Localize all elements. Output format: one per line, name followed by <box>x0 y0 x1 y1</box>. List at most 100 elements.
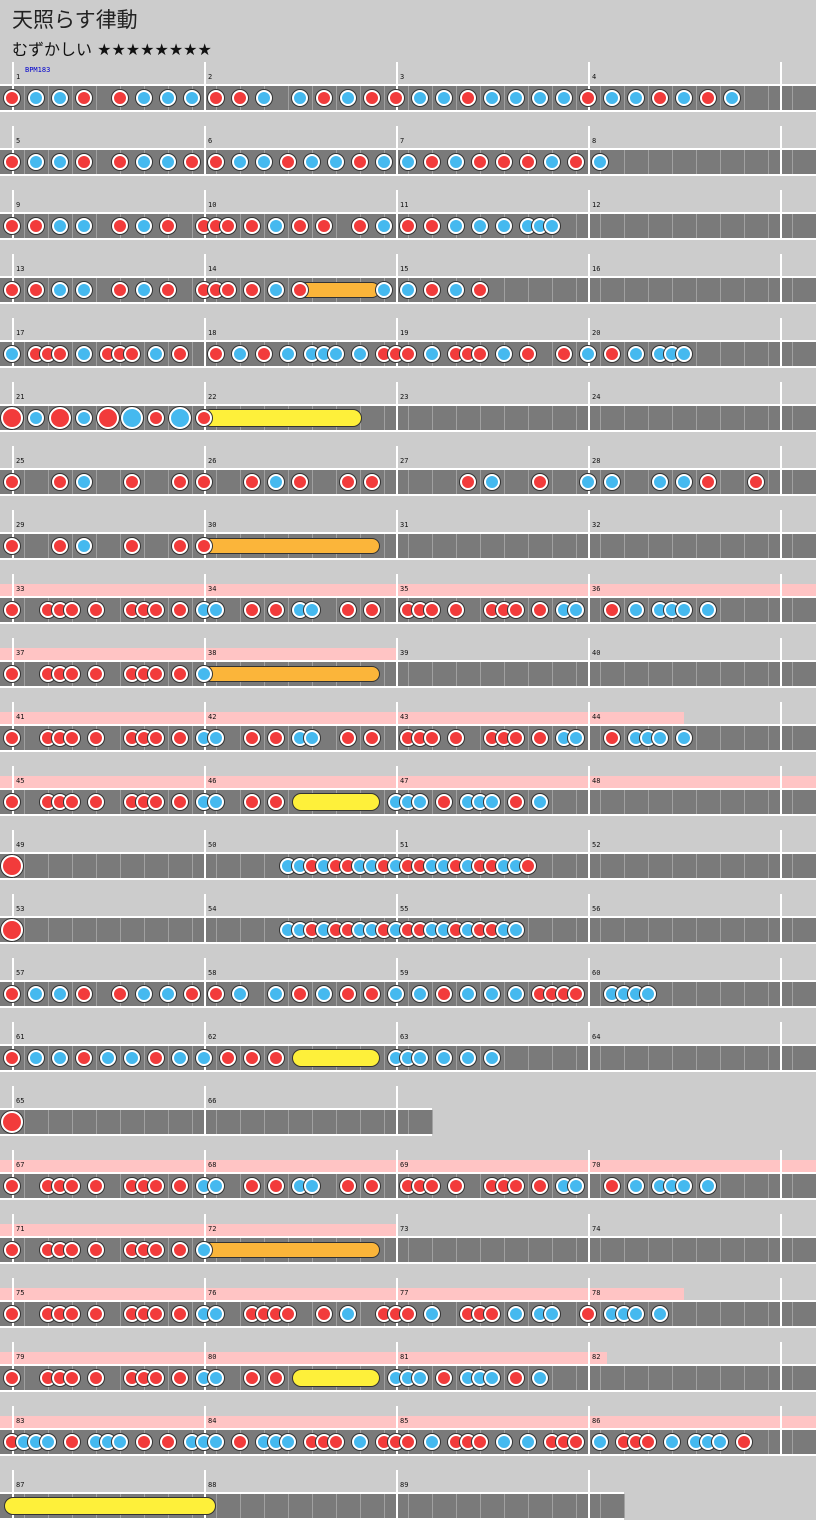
beat-line <box>696 1174 697 1198</box>
don-note <box>268 730 284 746</box>
don-note <box>28 218 44 234</box>
ka-note <box>208 1370 224 1386</box>
beat-line <box>696 854 697 878</box>
ka-note <box>184 90 200 106</box>
beat-line <box>96 1046 97 1070</box>
beat-line <box>648 790 649 814</box>
don-note <box>532 474 548 490</box>
don-note <box>532 602 548 618</box>
ka-note <box>544 154 560 170</box>
beat-line <box>168 1302 169 1326</box>
beat-line <box>24 1174 25 1198</box>
ka-note <box>28 154 44 170</box>
ka-note <box>40 1434 56 1450</box>
beat-line <box>144 470 145 494</box>
beat-line <box>792 534 793 558</box>
measure-number: 63 <box>400 1033 409 1041</box>
bar-line <box>396 830 398 880</box>
beat-line <box>672 662 673 686</box>
ka-note <box>508 90 524 106</box>
don-note <box>112 154 128 170</box>
beat-line <box>624 726 625 750</box>
beat-line <box>624 470 625 494</box>
bar-line <box>780 958 782 1008</box>
beat-line <box>72 150 73 174</box>
beat-line <box>144 1110 145 1134</box>
don-note <box>604 602 620 618</box>
beat-line <box>312 1110 313 1134</box>
bar-line <box>780 446 782 496</box>
beat-line <box>96 982 97 1006</box>
beat-line <box>648 150 649 174</box>
beat-line <box>168 470 169 494</box>
bar-line <box>204 830 206 880</box>
beat-line <box>576 86 577 110</box>
bar-line <box>396 766 398 816</box>
beat-line <box>576 214 577 238</box>
bar-line <box>588 638 590 688</box>
beat-line <box>552 1238 553 1262</box>
beat-line <box>672 278 673 302</box>
beat-line <box>528 1302 529 1326</box>
beat-line <box>312 214 313 238</box>
measure-number: 41 <box>16 713 25 721</box>
bar-line <box>204 126 206 176</box>
don-note <box>76 986 92 1002</box>
don-note <box>220 1050 236 1066</box>
don-note <box>160 1434 176 1450</box>
bar-line <box>780 1022 782 1072</box>
ka-note <box>121 407 143 429</box>
ka-note <box>424 346 440 362</box>
don-note <box>520 154 536 170</box>
don-note <box>652 90 668 106</box>
don-note <box>268 602 284 618</box>
beat-line <box>480 982 481 1006</box>
beat-line <box>576 1046 577 1070</box>
beat-line <box>48 150 49 174</box>
beat-line <box>744 662 745 686</box>
measure-number: 43 <box>400 713 409 721</box>
beat-line <box>432 470 433 494</box>
don-note <box>64 1434 80 1450</box>
beat-line <box>768 406 769 430</box>
beat-line <box>600 342 601 366</box>
bar-line <box>12 1278 14 1328</box>
measure-number: 19 <box>400 329 409 337</box>
beat-line <box>768 1046 769 1070</box>
don-note <box>424 218 440 234</box>
beat-line <box>456 1366 457 1390</box>
beat-line <box>600 86 601 110</box>
beat-line <box>384 470 385 494</box>
beat-line <box>480 534 481 558</box>
don-note <box>568 986 584 1002</box>
beat-line <box>768 534 769 558</box>
beat-line <box>504 470 505 494</box>
don-note <box>568 154 584 170</box>
measure-number: 7 <box>400 137 405 145</box>
beat-line <box>120 406 121 430</box>
measure-number: 71 <box>16 1225 25 1233</box>
beat-line <box>24 470 25 494</box>
beat-line <box>120 662 121 686</box>
beat-line <box>576 1302 577 1326</box>
ka-note <box>28 410 44 426</box>
beat-line <box>288 470 289 494</box>
don-note <box>448 1178 464 1194</box>
beat-line <box>264 278 265 302</box>
ka-note <box>268 474 284 490</box>
ka-note <box>52 90 68 106</box>
beat-line <box>24 150 25 174</box>
bar-line <box>780 1342 782 1392</box>
bar-line <box>12 1406 14 1456</box>
ka-note <box>412 1370 428 1386</box>
beat-line <box>792 1366 793 1390</box>
beat-line <box>264 918 265 942</box>
measure-number: 13 <box>16 265 25 273</box>
don-note <box>112 986 128 1002</box>
beat-line <box>24 726 25 750</box>
don-note <box>148 410 164 426</box>
beat-line <box>72 982 73 1006</box>
beat-line <box>768 150 769 174</box>
ka-note <box>268 282 284 298</box>
measure-number: 88 <box>208 1481 217 1489</box>
